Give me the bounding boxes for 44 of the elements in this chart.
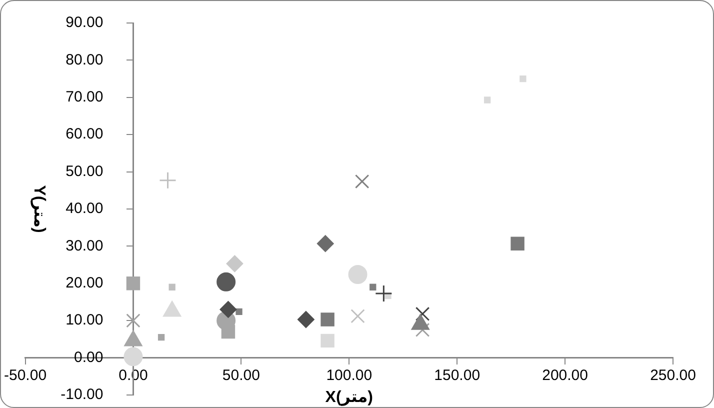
y-tick-label: 80.00: [66, 51, 134, 68]
point: [226, 255, 244, 272]
point: [168, 284, 176, 290]
point: [316, 235, 334, 252]
point: [484, 96, 491, 104]
y-tick-label: 60.00: [66, 126, 134, 143]
point: [354, 174, 370, 189]
x-tick-label: 200.00: [542, 366, 588, 384]
point: [415, 306, 430, 322]
y-tick-label: 70.00: [66, 88, 134, 106]
point: [348, 264, 368, 284]
y-tick-label: -10.00: [60, 386, 134, 404]
point: [126, 313, 140, 328]
x-tick-label: 50.00: [222, 366, 260, 384]
x-tick-label: 100.00: [326, 366, 372, 384]
point: [124, 347, 143, 366]
point: [221, 324, 236, 339]
y-tick-label: 40.00: [66, 200, 134, 218]
y-tick-label: 10.00: [66, 312, 134, 329]
point: [370, 284, 376, 290]
y-tick-label: 0.00: [74, 348, 134, 366]
point: [236, 308, 242, 315]
point: [158, 334, 165, 341]
x-axis-title: X(متر): [325, 388, 373, 406]
point: [415, 322, 430, 338]
point: [510, 236, 524, 250]
y-tick-label: 90.00: [66, 14, 134, 32]
point: [220, 300, 237, 318]
point: [159, 172, 177, 190]
y-tick-label: 20.00: [66, 274, 134, 292]
point: [350, 309, 365, 324]
x-tick-label: -50.00: [4, 366, 47, 384]
point: [520, 75, 526, 82]
point: [216, 272, 236, 292]
point: [374, 284, 392, 302]
point: [297, 310, 314, 328]
point: [320, 334, 334, 348]
point: [320, 312, 334, 326]
y-axis-title: Y(متر): [30, 185, 48, 233]
x-tick-label: 150.00: [434, 366, 480, 384]
y-tick-label: 30.00: [66, 237, 134, 254]
point: [126, 276, 140, 290]
x-tick-label: 250.00: [650, 366, 696, 384]
y-tick-label: 50.00: [66, 162, 134, 180]
